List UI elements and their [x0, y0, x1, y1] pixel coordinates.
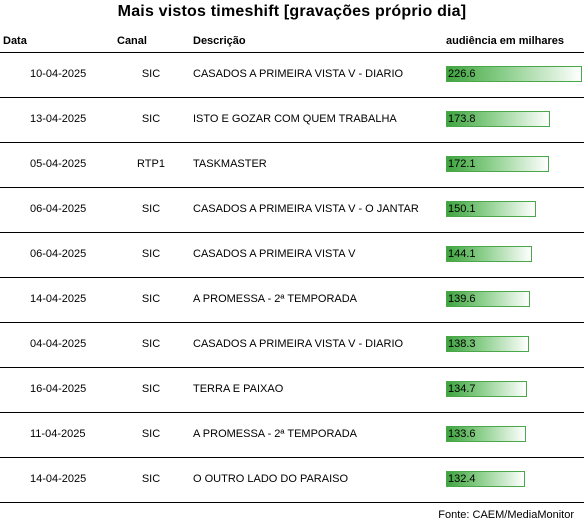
- cell-canal: SIC: [141, 113, 161, 125]
- row-divider: [0, 187, 584, 188]
- header-audiencia: audiência em milhares: [446, 35, 564, 47]
- cell-canal: SIC: [141, 68, 161, 80]
- audience-bar: [446, 471, 525, 487]
- cell-date: 04-04-2025: [30, 338, 87, 350]
- audience-value: 133.6: [448, 428, 476, 440]
- audience-bar: [446, 381, 527, 397]
- table-row: 04-04-2025 SIC CASADOS A PRIMEIRA VISTA V …: [0, 323, 584, 367]
- cell-date: 06-04-2025: [30, 248, 87, 260]
- cell-date: 13-04-2025: [30, 113, 87, 125]
- audience-value: 134.7: [448, 383, 476, 395]
- row-divider: [0, 457, 584, 458]
- cell-descricao: CASADOS A PRIMEIRA VISTA V - DIARIO: [193, 68, 404, 80]
- cell-date: 10-04-2025: [30, 68, 87, 80]
- cell-descricao: A PROMESSA - 2ª TEMPORADA: [193, 293, 358, 305]
- row-divider: [0, 322, 584, 323]
- audience-value: 150.1: [448, 203, 476, 215]
- cell-descricao: TERRA E PAIXAO: [193, 383, 284, 395]
- source-note: Fonte: CAEM/MediaMonitor: [438, 509, 574, 521]
- table-row: 13-04-2025 SIC ISTO E GOZAR COM QUEM TRABA…: [0, 98, 584, 142]
- table-row: 11-04-2025 SIC A PROMESSA - 2ª TEMPORADA 13…: [0, 413, 584, 457]
- audience-bar: [446, 246, 532, 262]
- audience-value: 139.6: [448, 293, 476, 305]
- row-divider: [0, 97, 584, 98]
- cell-canal: SIC: [141, 203, 161, 215]
- row-divider: [0, 367, 584, 368]
- table-row: 05-04-2025 RTP1 TASKMASTER 172.1: [0, 143, 584, 187]
- table-row: 14-04-2025 SIC O OUTRO LADO DO PARAISO 132.…: [0, 458, 584, 502]
- cell-date: 06-04-2025: [30, 203, 87, 215]
- cell-date: 16-04-2025: [30, 383, 87, 395]
- row-divider: [0, 142, 584, 143]
- audience-value: 144.1: [448, 248, 476, 260]
- audience-bar: [446, 201, 536, 217]
- cell-canal: SIC: [141, 293, 161, 305]
- table-row: 06-04-2025 SIC CASADOS A PRIMEIRA VISTA V 1…: [0, 233, 584, 277]
- audience-value: 173.8: [448, 113, 476, 125]
- row-divider: [0, 52, 584, 53]
- row-divider: [0, 277, 584, 278]
- header-descricao: Descrição: [193, 35, 246, 47]
- audience-value: 132.4: [448, 473, 476, 485]
- cell-descricao: ISTO E GOZAR COM QUEM TRABALHA: [193, 113, 397, 125]
- cell-canal: SIC: [141, 383, 161, 395]
- cell-date: 14-04-2025: [30, 473, 87, 485]
- table-title: Mais vistos timeshift [gravações próprio…: [117, 3, 467, 20]
- cell-descricao: CASADOS A PRIMEIRA VISTA V - DIARIO: [193, 338, 404, 350]
- cell-canal: SIC: [141, 473, 161, 485]
- header-data: Data: [3, 35, 27, 47]
- cell-descricao: TASKMASTER: [193, 158, 267, 170]
- cell-date: 14-04-2025: [30, 293, 87, 305]
- audience-bar: [446, 111, 550, 127]
- header-canal: Canal: [117, 35, 147, 47]
- table-row: 16-04-2025 SIC TERRA E PAIXAO 134.7: [0, 368, 584, 412]
- cell-date: 05-04-2025: [30, 158, 87, 170]
- cell-date: 11-04-2025: [30, 428, 86, 440]
- row-divider: [0, 502, 584, 503]
- audience-bar: [446, 66, 582, 82]
- audience-bar: [446, 426, 526, 442]
- audience-value: 226.6: [448, 68, 476, 80]
- audience-value: 172.1: [448, 158, 476, 170]
- audience-bar: [446, 156, 549, 172]
- table-header: Data Canal Descrição audiência em milhar…: [0, 33, 584, 51]
- cell-descricao: CASADOS A PRIMEIRA VISTA V - O JANTAR: [193, 203, 419, 215]
- cell-descricao: CASADOS A PRIMEIRA VISTA V: [193, 248, 356, 260]
- cell-canal: SIC: [141, 248, 161, 260]
- row-divider: [0, 232, 584, 233]
- row-divider: [0, 412, 584, 413]
- audience-bar: [446, 336, 529, 352]
- audience-value: 138.3: [448, 338, 476, 350]
- cell-canal: SIC: [141, 338, 161, 350]
- cell-descricao: A PROMESSA - 2ª TEMPORADA: [193, 428, 358, 440]
- cell-descricao: O OUTRO LADO DO PARAISO: [193, 473, 349, 485]
- cell-canal: SIC: [141, 428, 161, 440]
- table-row: 06-04-2025 SIC CASADOS A PRIMEIRA VISTA V …: [0, 188, 584, 232]
- audience-bar: [446, 291, 530, 307]
- table-row: 14-04-2025 SIC A PROMESSA - 2ª TEMPORADA 13…: [0, 278, 584, 322]
- table-row: 10-04-2025 SIC CASADOS A PRIMEIRA VISTA V …: [0, 53, 584, 97]
- cell-canal: RTP1: [137, 158, 165, 170]
